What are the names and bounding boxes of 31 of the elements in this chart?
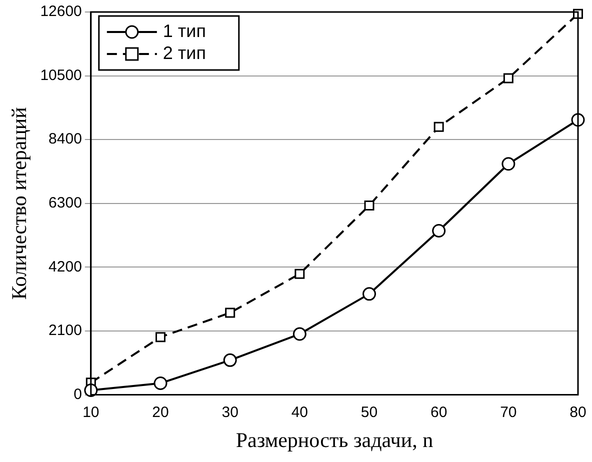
x-tick-label: 80 [570,404,586,421]
y-axis-title: Количество итераций [7,107,32,300]
x-axis-title: Размерность задачи, n [236,428,434,452]
point [156,332,166,342]
y-tick-label: 8400 [48,130,82,148]
point [294,268,305,279]
point [225,308,236,318]
x-tick-label: 40 [291,404,308,421]
point [154,376,168,390]
x-tick-label: 30 [222,404,238,421]
y-tick-label: 6300 [48,194,82,212]
point [362,287,376,301]
point [502,157,516,171]
point [292,327,306,341]
y-tick-label: 0 [74,386,82,403]
y-tick-label: 12600 [40,3,82,20]
y-tick-label: 10500 [40,66,82,84]
x-tick-label: 10 [82,404,100,421]
x-tick-label: 70 [500,404,517,421]
point [503,73,514,84]
x-tick-label: 60 [430,404,448,421]
y-tick-label: 4200 [48,258,82,276]
x-tick-label: 20 [152,404,169,421]
legend-label: 2 тип [162,42,206,63]
legend-label: 1 тип [162,20,206,41]
point [364,200,374,211]
x-tick-label: 50 [360,404,378,421]
point [223,353,237,367]
point [434,122,444,132]
y-tick-label: 2100 [48,322,82,340]
point [432,224,446,238]
